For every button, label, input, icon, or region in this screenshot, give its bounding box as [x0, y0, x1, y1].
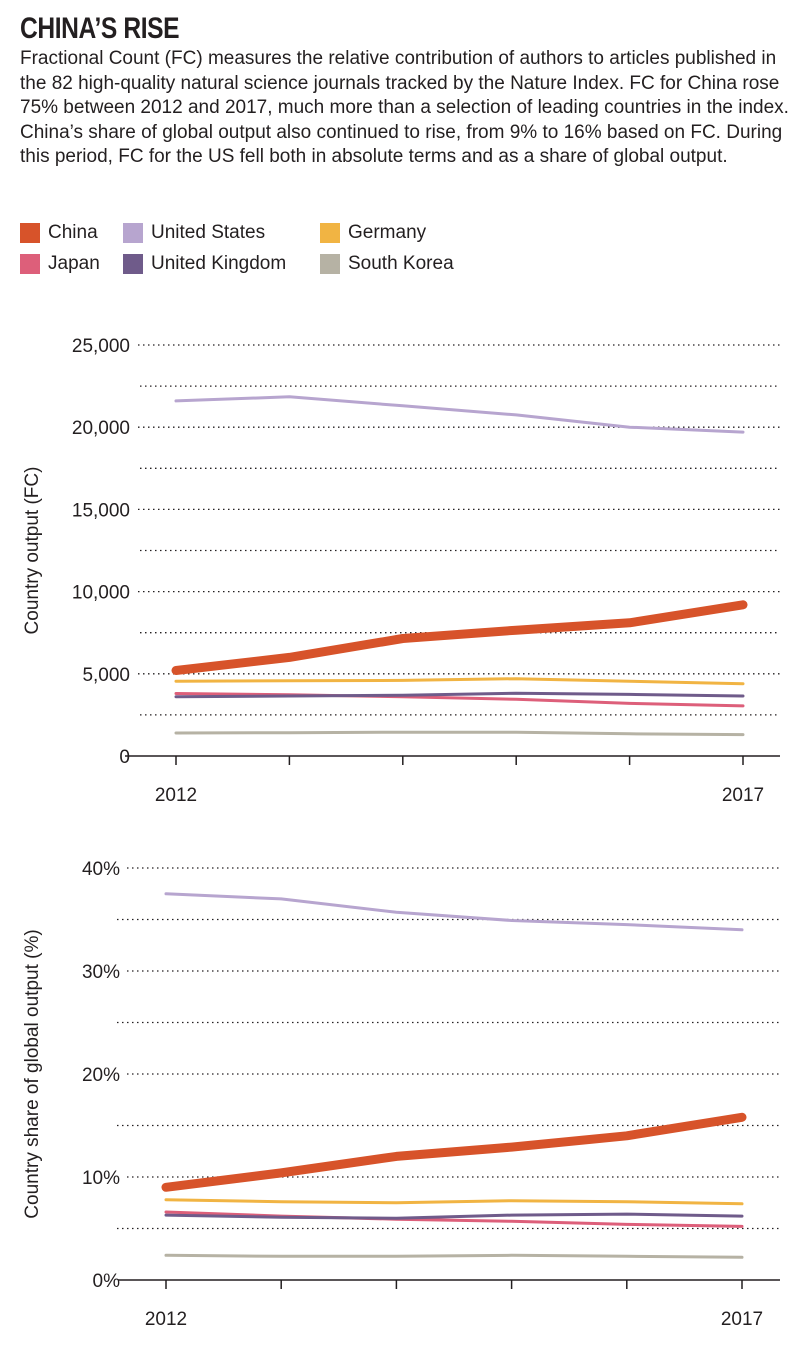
- legend-label: South Korea: [348, 253, 454, 274]
- fc-x-tick-label: 2012: [155, 785, 197, 806]
- fc-y-tick-label: 5,000: [82, 665, 130, 686]
- share-y-tick-label: 20%: [82, 1065, 120, 1086]
- legend-label: China: [48, 222, 98, 243]
- legend-item-japan: Japan: [20, 253, 100, 275]
- legend-label: United Kingdom: [151, 253, 287, 274]
- share-series-line-china: [161, 1112, 747, 1192]
- fc-series-line-united-states: [174, 395, 745, 434]
- legend-swatch: [123, 223, 143, 243]
- fc-x-tick-label: 2017: [722, 785, 764, 806]
- share-y-tick-label: 10%: [82, 1168, 120, 1189]
- share-y-tick-label: 40%: [82, 859, 120, 880]
- share-output-chart: 0% 10% 20% 30% 40% 2012 2017 Country share of g…: [22, 859, 780, 1330]
- legend-swatch: [123, 254, 143, 274]
- fc-series-line-south-korea: [174, 730, 745, 737]
- legend-swatch: [20, 223, 40, 243]
- fc-y-tick-label: 0: [119, 747, 130, 768]
- legend-swatch: [320, 223, 340, 243]
- fc-series-line-china: [171, 600, 748, 675]
- fc-series-line-japan: [174, 692, 745, 708]
- fc-series-line-united-kingdom: [174, 691, 745, 699]
- share-series-line-germany: [164, 1198, 744, 1206]
- fc-y-tick-label: 10,000: [72, 583, 130, 604]
- share-x-tick-label: 2017: [721, 1309, 763, 1330]
- chart-title: CHINA’S RISE: [20, 12, 180, 45]
- fc-output-chart: 0 5,000 10,000 15,000 20,000 25,000 2012 2017 Co…: [22, 336, 780, 806]
- share-x-tick-label: 2012: [145, 1309, 187, 1330]
- fc-y-tick-label: 20,000: [72, 418, 130, 439]
- legend-item-united-states: United States: [123, 222, 265, 244]
- legend-label: United States: [151, 222, 266, 243]
- legend-label: Japan: [48, 253, 100, 274]
- share-series-line-united-states: [164, 892, 744, 932]
- fc-y-tick-label: 15,000: [72, 500, 130, 521]
- share-y-tick-label: 0%: [93, 1271, 121, 1292]
- fc-series-line-germany: [174, 677, 745, 686]
- legend-item-china: China: [20, 222, 98, 244]
- legend-item-germany: Germany: [320, 222, 426, 244]
- legend-swatch: [20, 254, 40, 274]
- share-y-axis-label: Country share of global output (%): [22, 929, 43, 1218]
- legend-item-united-kingdom: United Kingdom: [123, 253, 286, 275]
- fc-y-tick-label: 25,000: [72, 336, 130, 357]
- share-series-line-south-korea: [164, 1253, 744, 1259]
- share-y-tick-label: 30%: [82, 962, 120, 983]
- legend: China United States Germany Japan United Kin…: [20, 222, 780, 292]
- legend-item-south-korea: South Korea: [320, 253, 454, 275]
- share-series-line-united-kingdom: [164, 1212, 744, 1220]
- fc-y-axis-label: Country output (FC): [22, 467, 43, 635]
- legend-swatch: [320, 254, 340, 274]
- legend-label: Germany: [348, 222, 427, 243]
- chart-description: Fractional Count (FC) measures the relat…: [20, 48, 789, 167]
